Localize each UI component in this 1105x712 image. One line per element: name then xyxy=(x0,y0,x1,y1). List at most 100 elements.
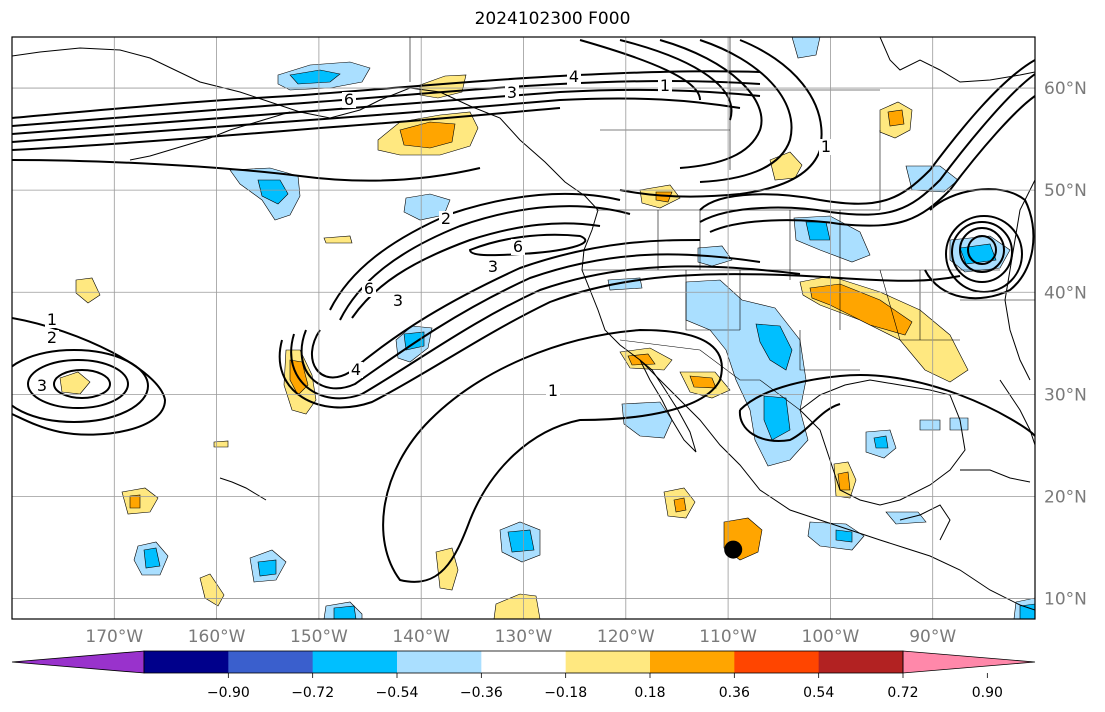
contour-line xyxy=(967,235,997,265)
cuba xyxy=(960,469,1031,483)
negative-anomaly-patch xyxy=(919,419,941,431)
strong-positive-anomaly-patch xyxy=(837,471,851,491)
contour-label-bg xyxy=(505,85,519,101)
negative-anomaly-patch xyxy=(791,37,821,59)
contour-line xyxy=(709,95,1035,233)
longitude-tick-label: 120°W xyxy=(597,627,655,647)
latitude-tick-label: 30°N xyxy=(1044,385,1087,405)
longitude-tick-label: 130°W xyxy=(495,627,553,647)
negative-anomaly-patch xyxy=(621,401,673,439)
contour-label-bg xyxy=(391,293,405,309)
latitude-tick-label: 40°N xyxy=(1044,283,1087,303)
colorbar-lower-extension xyxy=(11,650,145,674)
contour-line xyxy=(278,273,961,409)
colorbar-tick-label: −0.54 xyxy=(376,685,419,701)
longitude-tick-label: 140°W xyxy=(392,627,450,647)
longitude-tick-labels: 170°W 160°W 150°W 140°W 130°W 120°W 110°W 100°W… xyxy=(85,627,956,647)
yucatan xyxy=(899,504,951,541)
contour-label-bg xyxy=(546,383,560,399)
colorbar-segment xyxy=(734,651,820,673)
colorbar-tick-label: −0.18 xyxy=(544,685,587,701)
latitude-tick-label: 10°N xyxy=(1044,590,1087,610)
hudson-bay xyxy=(879,37,1035,83)
contour-label: 2 xyxy=(47,328,57,347)
strong-negative-anomaly-patch xyxy=(835,529,853,543)
strong-positive-anomaly-patch xyxy=(129,494,141,509)
hawaii-islands xyxy=(219,477,267,501)
colorbar-segment xyxy=(481,651,567,673)
strong-negative-anomaly-patch xyxy=(873,435,889,449)
longitude-tick-label: 160°W xyxy=(188,627,246,647)
contour-line xyxy=(12,97,741,143)
contour-line xyxy=(699,39,793,183)
colorbar-tick-label: 0.72 xyxy=(887,685,918,701)
contour-label-bg xyxy=(819,139,833,155)
contour-label: 6 xyxy=(364,279,374,298)
strong-positive-anomaly-patch xyxy=(887,109,905,127)
contour-line xyxy=(738,403,841,442)
positive-anomaly-patch xyxy=(199,573,225,607)
contour-label: 6 xyxy=(513,237,523,256)
contour-label: 6 xyxy=(344,90,354,109)
contour-label-bg xyxy=(349,362,363,378)
positive-anomaly-patch xyxy=(75,277,101,304)
colorbar-tick-label: −0.90 xyxy=(207,685,250,701)
colorbar-segment xyxy=(397,651,482,673)
colorbar-tick-label: −0.72 xyxy=(291,685,334,701)
contour-label: 3 xyxy=(37,376,47,395)
aleutian-islands xyxy=(129,111,291,161)
contour-label-bg xyxy=(45,330,59,346)
colorbar-segment xyxy=(650,651,735,673)
contour-label-bg xyxy=(439,211,453,227)
contour-line xyxy=(959,227,1005,273)
strong-positive-anomaly-patch xyxy=(399,121,456,149)
graticule xyxy=(12,37,1035,619)
colorbar-tick-label: −0.36 xyxy=(460,685,503,701)
contour-label: 1 xyxy=(47,310,57,329)
contour-lines xyxy=(12,39,1035,583)
colorbar-tick-label: 0.54 xyxy=(803,685,834,701)
latitude-tick-label: 50°N xyxy=(1044,181,1087,201)
strong-negative-anomaly-patch xyxy=(755,323,793,371)
colorbar-upper-extension xyxy=(902,650,1036,674)
contour-label: 3 xyxy=(488,257,498,276)
colorbar-segment xyxy=(228,651,314,673)
strong-negative-anomaly-patch xyxy=(507,529,535,553)
contour-label-bg xyxy=(658,78,672,94)
strong-negative-anomaly-patch xyxy=(763,395,791,441)
strong-negative-anomaly-patch xyxy=(333,605,357,619)
latitude-tick-label: 60°N xyxy=(1044,79,1087,99)
latitude-tick-labels: 60°N 50°N 40°N 30°N 20°N 10°N xyxy=(1044,79,1087,610)
colorbar-segment xyxy=(818,651,904,673)
negative-anomaly-patch xyxy=(949,417,969,431)
contour-line xyxy=(310,239,701,379)
contour-label-bg xyxy=(567,69,581,85)
colorbar-tick-label: 0.36 xyxy=(719,685,750,701)
contour-line xyxy=(12,317,167,436)
contour-line xyxy=(619,39,823,198)
strong-positive-anomaly-patch xyxy=(809,283,913,336)
colorbar xyxy=(11,650,1036,674)
colorbar-tick-label: 0.90 xyxy=(972,685,1003,701)
contour-line xyxy=(619,39,733,121)
contour-line xyxy=(382,328,723,583)
colorbar-frame xyxy=(143,650,904,674)
contour-label: 2 xyxy=(441,209,451,228)
longitude-tick-label: 170°W xyxy=(85,627,143,647)
colorbar-segment xyxy=(144,651,229,673)
contour-label: 1 xyxy=(660,76,670,95)
latitude-tick-label: 20°N xyxy=(1044,487,1087,507)
positive-anomaly-patch xyxy=(213,440,229,448)
contour-line xyxy=(290,265,801,400)
longitude-tick-label: 110°W xyxy=(699,627,757,647)
contour-label: 3 xyxy=(393,291,403,310)
positive-anomaly-patch xyxy=(493,593,541,619)
strong-negative-anomaly-patch xyxy=(143,547,161,569)
longitude-tick-label: 150°W xyxy=(290,627,348,647)
strong-negative-anomaly-patch xyxy=(257,179,289,205)
positive-anomaly-patch xyxy=(59,371,91,395)
contour-line xyxy=(12,159,481,182)
strong-negative-anomaly-patch xyxy=(805,221,831,241)
baja-california xyxy=(639,359,697,453)
